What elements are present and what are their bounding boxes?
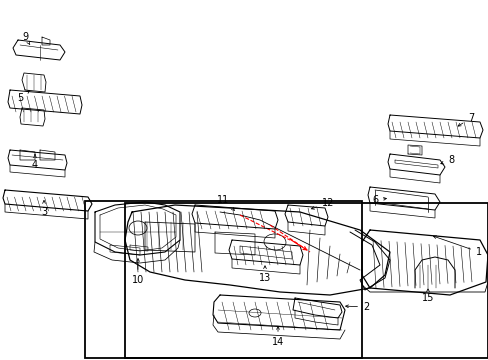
Text: 2: 2	[345, 302, 368, 312]
Text: 10: 10	[132, 258, 144, 285]
Text: 13: 13	[258, 266, 270, 283]
Text: 15: 15	[421, 289, 433, 303]
Text: 3: 3	[41, 201, 47, 217]
Text: 4: 4	[32, 154, 38, 170]
Text: 11: 11	[217, 195, 234, 211]
Bar	[125, 203, 487, 358]
Bar	[85, 201, 361, 358]
Text: 1: 1	[432, 236, 481, 257]
Text: 14: 14	[271, 327, 284, 347]
Text: 9: 9	[22, 32, 30, 45]
Text: 12: 12	[311, 198, 334, 209]
Text: 7: 7	[457, 113, 473, 126]
Text: 8: 8	[440, 155, 453, 165]
Text: 6: 6	[371, 195, 386, 205]
Text: 5: 5	[17, 90, 29, 103]
